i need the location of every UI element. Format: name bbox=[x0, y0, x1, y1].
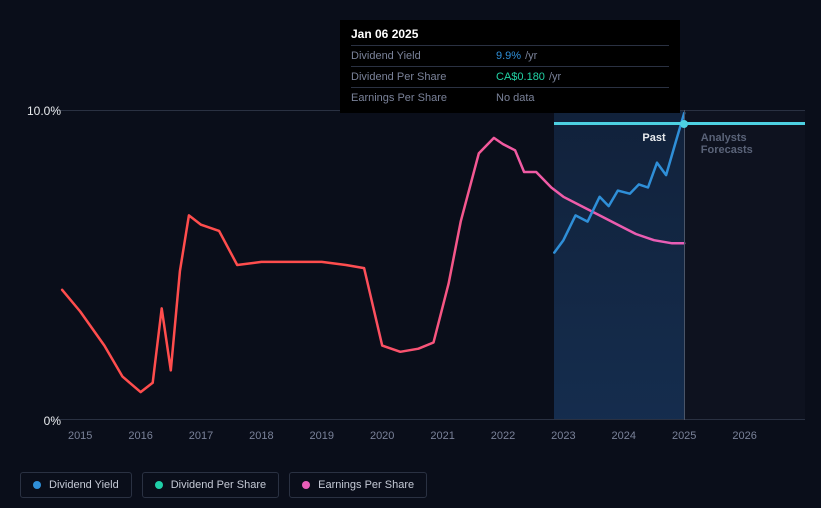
legend: Dividend Yield Dividend Per Share Earnings… bbox=[20, 472, 427, 498]
legend-label: Dividend Yield bbox=[49, 479, 119, 491]
x-tick: 2024 bbox=[612, 430, 636, 442]
tooltip-row: Dividend Per ShareCA$0.180/yr bbox=[351, 66, 669, 87]
x-tick: 2017 bbox=[189, 430, 213, 442]
tooltip-label: Earnings Per Share bbox=[351, 92, 496, 104]
legend-dot bbox=[33, 481, 41, 489]
legend-dot bbox=[155, 481, 163, 489]
timeline-forecast-label: Analysts Forecasts bbox=[701, 132, 770, 156]
current-date-marker bbox=[684, 110, 685, 420]
x-tick: 2021 bbox=[430, 430, 454, 442]
legend-item[interactable]: Dividend Yield bbox=[20, 472, 132, 498]
chart-plot-area[interactable]: Past Analysts Forecasts bbox=[50, 110, 805, 420]
y-axis-label-top: 10.0% bbox=[16, 104, 61, 118]
tooltip-row: Earnings Per ShareNo data bbox=[351, 87, 669, 108]
tooltip-suffix: /yr bbox=[549, 71, 561, 83]
y-axis-label-bottom: 0% bbox=[16, 414, 61, 428]
x-axis: 2015 2016 2017 2018 2019 2020 2021 2022 2023 2024… bbox=[50, 430, 805, 450]
tooltip-label: Dividend Per Share bbox=[351, 71, 496, 83]
x-tick: 2015 bbox=[68, 430, 92, 442]
x-tick: 2022 bbox=[491, 430, 515, 442]
x-tick: 2026 bbox=[732, 430, 756, 442]
legend-label: Earnings Per Share bbox=[318, 479, 414, 491]
x-tick: 2019 bbox=[310, 430, 334, 442]
timeline-past-label: Past bbox=[642, 132, 665, 144]
hover-tooltip: Jan 06 2025 Dividend Yield9.9%/yrDividen… bbox=[340, 20, 680, 113]
timeline-handle[interactable] bbox=[680, 120, 688, 128]
x-tick: 2018 bbox=[249, 430, 273, 442]
legend-item[interactable]: Dividend Per Share bbox=[142, 472, 279, 498]
tooltip-suffix: /yr bbox=[525, 50, 537, 62]
tooltip-value: 9.9% bbox=[496, 50, 521, 62]
tooltip-value: CA$0.180 bbox=[496, 71, 545, 83]
chart-lines bbox=[50, 110, 805, 420]
x-tick: 2016 bbox=[128, 430, 152, 442]
x-tick: 2023 bbox=[551, 430, 575, 442]
legend-item[interactable]: Earnings Per Share bbox=[289, 472, 427, 498]
tooltip-row: Dividend Yield9.9% /yr bbox=[351, 45, 669, 66]
x-tick: 2025 bbox=[672, 430, 696, 442]
legend-label: Dividend Per Share bbox=[171, 479, 266, 491]
earnings-line bbox=[62, 138, 684, 392]
legend-dot bbox=[302, 481, 310, 489]
tooltip-date: Jan 06 2025 bbox=[351, 27, 669, 45]
tooltip-value: No data bbox=[496, 92, 535, 104]
tooltip-label: Dividend Yield bbox=[351, 50, 496, 62]
x-tick: 2020 bbox=[370, 430, 394, 442]
